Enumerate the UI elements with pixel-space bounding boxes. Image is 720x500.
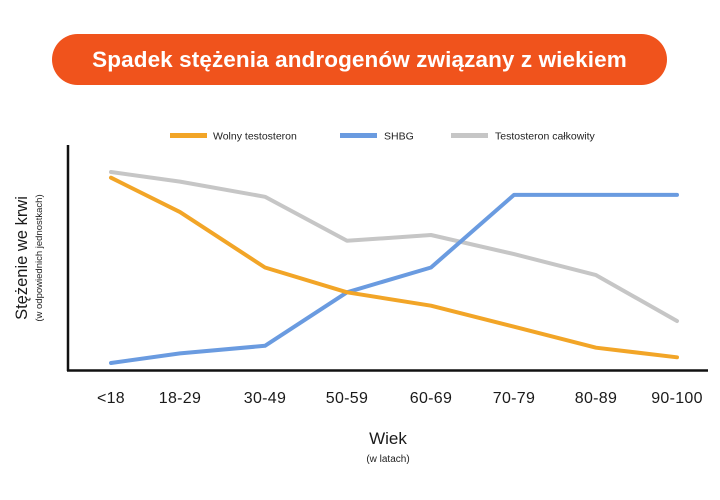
series-line-testosteron-calkowity (109, 170, 679, 323)
legend-label-shbg: SHBG (384, 131, 414, 143)
x-tick-label: 30-49 (244, 390, 286, 407)
series-line-shbg (109, 192, 679, 365)
legend-label-wolny-testosteron: Wolny testosteron (213, 131, 297, 143)
x-tick-label: <18 (97, 390, 125, 407)
series-line-wolny-testosteron (109, 175, 679, 360)
legend: Wolny testosteron SHBG Testosteron całkowi… (170, 131, 596, 143)
chart-title: Spadek stężenia androgenów związany z wi… (92, 46, 627, 72)
legend-swatch-shbg (340, 133, 377, 138)
axes (66, 145, 708, 372)
x-tick-label: 80-89 (575, 390, 617, 407)
legend-swatch-wolny-testosteron (170, 133, 207, 138)
x-tick-label: 70-79 (493, 390, 535, 407)
y-axis-label: Stężenie we krwi (13, 196, 31, 320)
title-banner: Spadek stężenia androgenów związany z wi… (52, 34, 667, 85)
x-tick-label: 50-59 (326, 390, 368, 407)
legend-swatch-testosteron-calkowity (451, 133, 488, 138)
x-axis-label: Wiek (369, 429, 407, 448)
x-tick-label: 18-29 (159, 390, 201, 407)
legend-label-testosteron-calkowity: Testosteron całkowity (495, 131, 596, 143)
x-axis-sublabel: (w latach) (366, 454, 409, 465)
x-tick-label: 60-69 (410, 390, 452, 407)
x-tick-labels: <18 18-29 30-49 50-59 60-69 70-79 80-89 90-100 (97, 390, 703, 407)
series-layer (109, 170, 679, 365)
x-tick-label: 90-100 (651, 390, 703, 407)
y-axis-sublabel: (w odpowiednich jednostkach) (34, 194, 45, 321)
